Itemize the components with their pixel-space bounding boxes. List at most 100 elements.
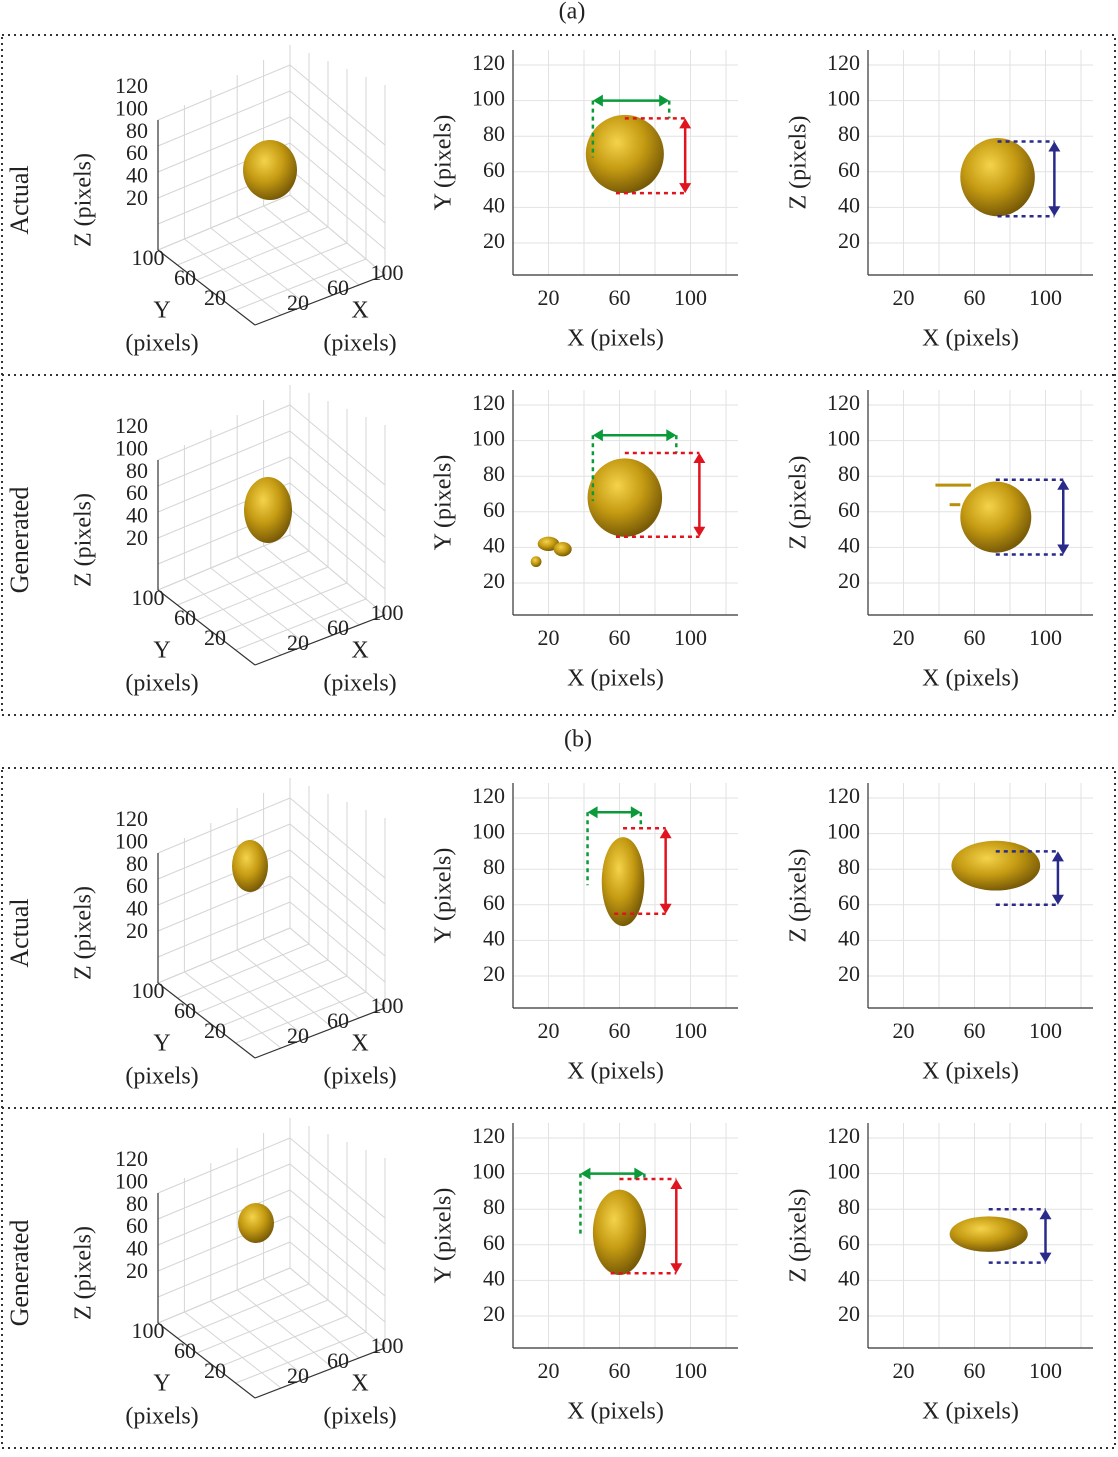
x-axis	[254, 274, 386, 326]
y-tick-label: 60	[174, 605, 196, 630]
gridline	[184, 1311, 282, 1389]
y-tick-label: 100	[827, 86, 860, 111]
object-projection	[587, 458, 663, 537]
x-axis-unit: (pixels)	[323, 671, 396, 697]
arrow-head	[1048, 141, 1061, 152]
y-tick-label: 40	[483, 925, 505, 950]
arrow-head	[592, 94, 603, 107]
arrow-head	[659, 828, 672, 839]
gridline	[157, 823, 291, 880]
z-tick-label: 100	[115, 828, 148, 853]
x-axis-label: X (pixels)	[567, 666, 664, 692]
y-tick-label: 100	[472, 819, 505, 844]
y-tick-label: 60	[174, 265, 196, 290]
y-tick-label: 80	[483, 121, 505, 146]
gridline	[216, 242, 348, 296]
y-axis	[157, 1322, 256, 1399]
gridline	[177, 1283, 310, 1339]
gridline	[210, 960, 308, 1039]
y-tick-label: 60	[838, 157, 860, 182]
gridline	[157, 1163, 291, 1220]
y-axis	[157, 589, 256, 666]
group-label-b: (b)	[564, 727, 592, 753]
gridline	[289, 404, 386, 486]
x-tick-label: 60	[327, 1348, 349, 1373]
y-tick-label: 20	[838, 1301, 860, 1326]
z-axis-label: Z (pixels)	[71, 493, 97, 587]
arrow-head	[1057, 479, 1070, 490]
gridline	[289, 508, 386, 590]
z-tick-label: 40	[126, 896, 148, 921]
y-axis-label: Y	[153, 298, 170, 324]
y-axis-label: Y (pixels)	[431, 115, 457, 211]
gridline	[289, 64, 386, 146]
x-tick-label: 20	[893, 625, 915, 650]
arrow-head	[666, 429, 677, 442]
gridline	[236, 1289, 334, 1369]
x-axis-label: X (pixels)	[567, 1059, 664, 1085]
x-tick-label: 100	[371, 260, 404, 285]
arrow-head	[587, 806, 598, 819]
y-tick-label: 80	[483, 461, 505, 486]
x-axis-unit: (pixels)	[323, 331, 396, 357]
row-label: Generated	[5, 487, 34, 594]
y-tick-label: 100	[472, 426, 505, 451]
arrow-head	[679, 118, 692, 129]
group-label-a: (a)	[559, 0, 586, 25]
gridline	[157, 116, 291, 173]
z-tick-label: 100	[115, 1168, 148, 1193]
arrow-head	[693, 453, 706, 464]
group-frame-1	[1, 767, 1116, 1449]
x-tick-label: 100	[674, 1018, 707, 1043]
y-axis-label: Y	[153, 1031, 170, 1057]
y-axis-unit: (pixels)	[125, 331, 198, 357]
arrow-head	[1051, 894, 1064, 905]
y-tick-label: 100	[827, 426, 860, 451]
y-tick-label: 100	[132, 245, 165, 270]
gridline	[196, 959, 329, 1014]
gridline	[157, 1137, 291, 1194]
y-tick-label: 20	[204, 1358, 226, 1383]
gridline	[236, 556, 334, 636]
gridline	[210, 567, 308, 646]
object-projection	[949, 1216, 1028, 1252]
x-tick-label: 100	[371, 600, 404, 625]
x-tick-label: 20	[893, 1018, 915, 1043]
y-tick-label: 20	[838, 568, 860, 593]
z-axis-label: Z (pixels)	[71, 886, 97, 980]
y-axis-label: Z (pixels)	[786, 849, 812, 943]
y-tick-label: 60	[483, 1230, 505, 1255]
x-axis-label: X	[351, 298, 368, 324]
gridline	[157, 430, 291, 487]
x-tick-label: 20	[287, 1363, 309, 1388]
y-tick-label: 20	[204, 625, 226, 650]
x-tick-label: 60	[964, 1358, 986, 1383]
y-tick-label: 100	[132, 1318, 165, 1343]
gridline	[157, 1241, 291, 1298]
y-tick-label: 60	[838, 497, 860, 522]
z-tick-label: 80	[126, 1191, 148, 1216]
gridline	[177, 550, 310, 606]
gridline	[289, 1137, 386, 1219]
x-tick-label: 60	[327, 275, 349, 300]
z-tick-label: 100	[115, 435, 148, 460]
z-tick-label: 120	[115, 806, 148, 831]
gridline	[157, 797, 291, 854]
y-tick-label: 100	[132, 585, 165, 610]
y-tick-label: 20	[483, 228, 505, 253]
y-tick-label: 120	[472, 783, 505, 808]
gridline	[235, 258, 367, 311]
gridline	[216, 975, 348, 1029]
y-tick-label: 80	[838, 854, 860, 879]
gridline	[184, 578, 282, 656]
gridline	[177, 943, 310, 999]
x-tick-label: 100	[674, 1358, 707, 1383]
gridline	[289, 168, 386, 250]
gridline	[289, 90, 386, 172]
gridline	[157, 194, 291, 251]
object-3d-render	[244, 477, 292, 543]
gridline	[157, 534, 291, 591]
